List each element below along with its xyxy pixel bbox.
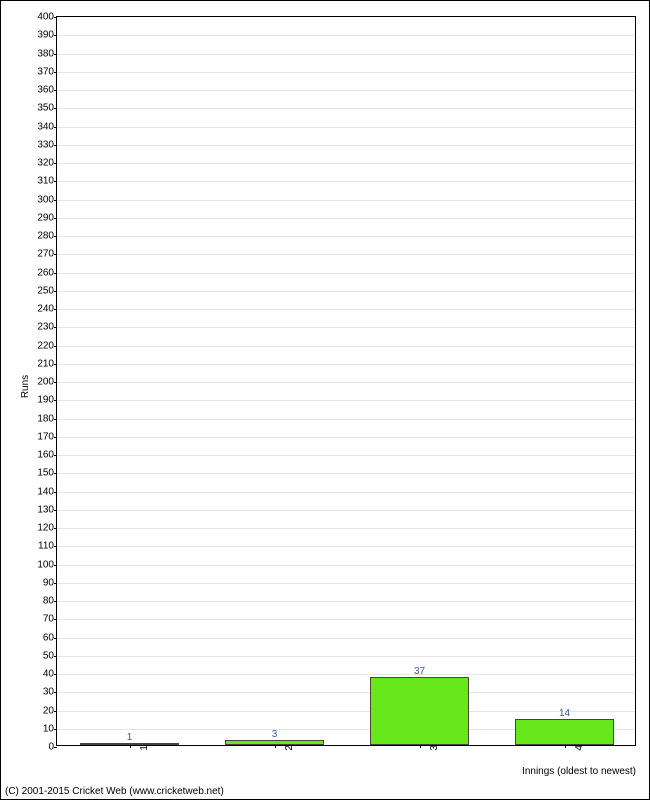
gridline <box>57 254 635 255</box>
bar-value-label: 14 <box>559 708 570 721</box>
gridline <box>57 364 635 365</box>
gridline <box>57 400 635 401</box>
y-tick-label: 10 <box>43 723 57 734</box>
bar-value-label: 37 <box>414 666 425 679</box>
gridline <box>57 619 635 620</box>
gridline <box>57 127 635 128</box>
gridline <box>57 35 635 36</box>
y-axis-title: Runs <box>20 375 31 398</box>
bar <box>370 677 469 745</box>
gridline <box>57 656 635 657</box>
chart-frame: 0 10 20 30 40 50 60 70 80 90 100 110 120 130 140 150 160… <box>0 0 650 800</box>
x-tick-mark <box>420 745 421 748</box>
gridline <box>57 692 635 693</box>
y-tick-label: 110 <box>38 541 57 552</box>
y-tick-label: 360 <box>37 85 57 96</box>
gridline <box>57 601 635 602</box>
x-tick-label: 4 <box>567 745 584 751</box>
y-tick-label: 0 <box>48 742 57 753</box>
bar <box>515 719 614 745</box>
gridline <box>57 546 635 547</box>
y-tick-label: 130 <box>37 504 57 515</box>
x-tick-label: 2 <box>277 745 294 751</box>
gridline <box>57 419 635 420</box>
gridline <box>57 273 635 274</box>
y-tick-label: 70 <box>43 614 57 625</box>
y-tick-label: 140 <box>37 486 57 497</box>
y-tick-label: 50 <box>43 650 57 661</box>
y-tick-label: 390 <box>37 30 57 41</box>
y-tick-label: 40 <box>43 669 57 680</box>
bar-value-label: 3 <box>272 729 278 742</box>
gridline <box>57 236 635 237</box>
gridline <box>57 54 635 55</box>
y-tick-label: 170 <box>37 431 57 442</box>
bar-value-label: 1 <box>127 732 133 745</box>
gridline <box>57 711 635 712</box>
y-tick-label: 260 <box>37 267 57 278</box>
gridline <box>57 473 635 474</box>
gridline <box>57 437 635 438</box>
gridline <box>57 565 635 566</box>
gridline <box>57 145 635 146</box>
gridline <box>57 583 635 584</box>
gridline <box>57 510 635 511</box>
y-tick-label: 190 <box>37 395 57 406</box>
x-axis-title: Innings (oldest to newest) <box>456 766 636 777</box>
gridline <box>57 638 635 639</box>
y-tick-label: 90 <box>43 577 57 588</box>
gridline <box>57 200 635 201</box>
y-tick-label: 350 <box>37 103 57 114</box>
y-tick-label: 20 <box>43 705 57 716</box>
y-tick-label: 100 <box>37 559 57 570</box>
gridline <box>57 218 635 219</box>
y-tick-label: 300 <box>37 194 57 205</box>
x-tick-label: 1 <box>132 745 149 751</box>
y-tick-label: 80 <box>43 596 57 607</box>
x-tick-mark <box>275 745 276 748</box>
y-tick-label: 340 <box>37 121 57 132</box>
gridline <box>57 674 635 675</box>
copyright-text: (C) 2001-2015 Cricket Web (www.cricketwe… <box>5 786 224 797</box>
y-tick-label: 380 <box>37 48 57 59</box>
y-tick-label: 180 <box>37 413 57 424</box>
y-tick-label: 250 <box>37 285 57 296</box>
y-tick-label: 120 <box>37 523 57 534</box>
y-tick-label: 60 <box>43 632 57 643</box>
y-tick-label: 290 <box>37 212 57 223</box>
x-tick-mark <box>130 745 131 748</box>
gridline <box>57 528 635 529</box>
gridline <box>57 382 635 383</box>
y-tick-label: 370 <box>37 66 57 77</box>
gridline <box>57 309 635 310</box>
gridline <box>57 291 635 292</box>
gridline <box>57 327 635 328</box>
y-tick-label: 200 <box>37 377 57 388</box>
y-tick-label: 270 <box>37 249 57 260</box>
y-tick-label: 210 <box>37 358 57 369</box>
y-tick-label: 330 <box>37 139 57 150</box>
y-tick-label: 220 <box>37 340 57 351</box>
plot-area: 0102030405060708090100110120130140150160… <box>56 16 636 746</box>
x-tick-label: 3 <box>422 745 439 751</box>
gridline <box>57 181 635 182</box>
gridline <box>57 108 635 109</box>
y-tick-label: 230 <box>37 322 57 333</box>
y-tick-label: 30 <box>43 687 57 698</box>
gridline <box>57 492 635 493</box>
y-tick-label: 320 <box>37 158 57 169</box>
y-tick-label: 280 <box>37 231 57 242</box>
gridline <box>57 72 635 73</box>
gridline <box>57 455 635 456</box>
gridline <box>57 163 635 164</box>
y-tick-label: 150 <box>37 468 57 479</box>
x-tick-mark <box>565 745 566 748</box>
gridline <box>57 90 635 91</box>
gridline <box>57 346 635 347</box>
y-tick-label: 310 <box>37 176 57 187</box>
y-tick-label: 240 <box>37 304 57 315</box>
y-tick-label: 400 <box>37 12 57 23</box>
y-tick-label: 160 <box>37 450 57 461</box>
